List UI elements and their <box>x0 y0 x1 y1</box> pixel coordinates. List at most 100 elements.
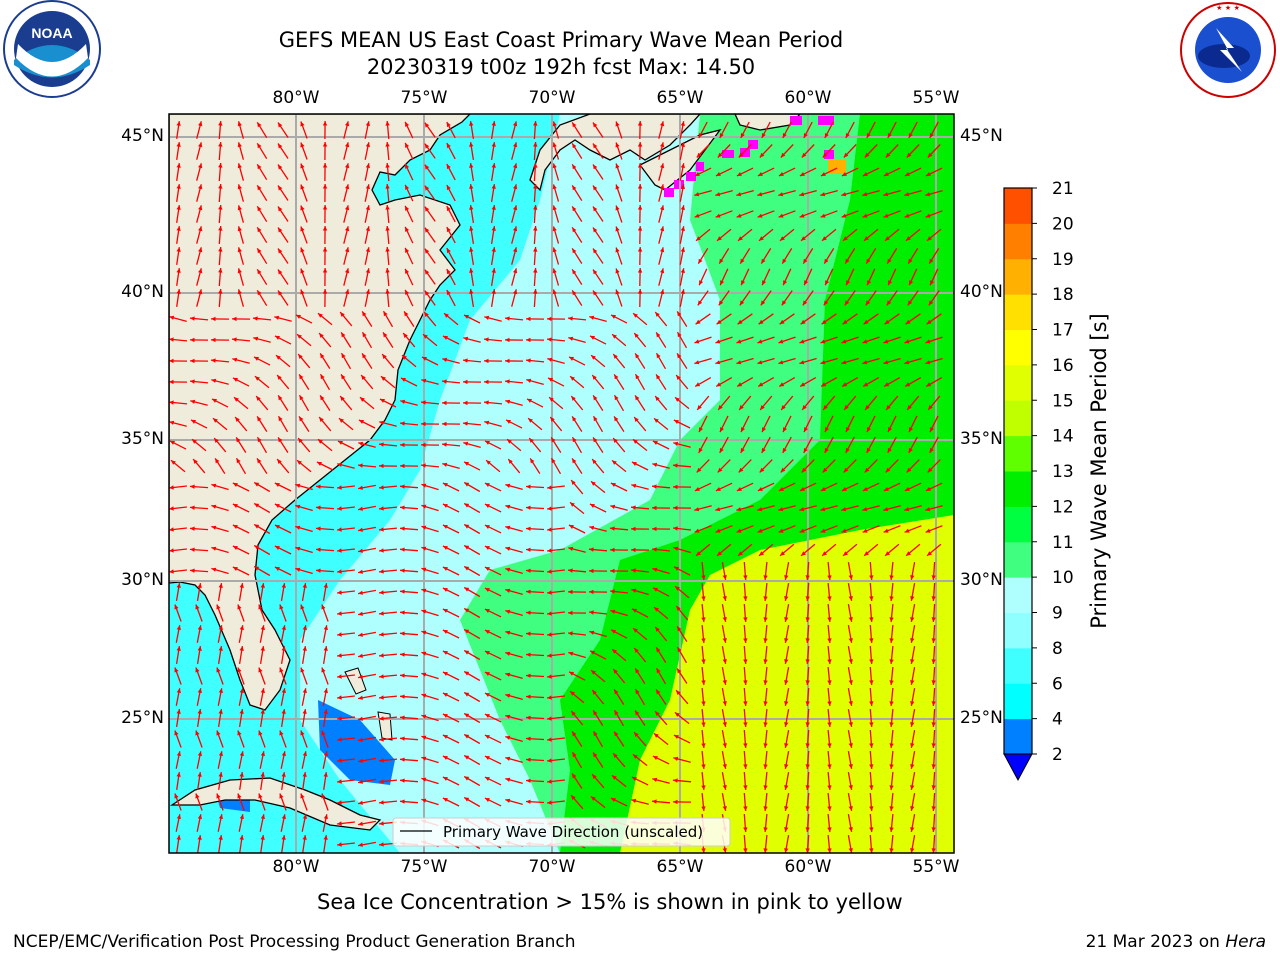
wave-vector-head <box>446 164 451 170</box>
wave-vector-head <box>533 268 538 273</box>
wave-vector-head <box>864 467 870 473</box>
wave-vector-head <box>910 743 915 748</box>
wave-vector-head <box>491 247 496 252</box>
wave-vector-head <box>360 397 365 402</box>
wave-vector-head <box>568 631 573 636</box>
wave-vector-head <box>379 695 384 700</box>
wave-vector-head <box>526 484 531 489</box>
wave-vector-head <box>743 743 748 748</box>
wave-vector-head <box>910 617 915 622</box>
wave-vector-head <box>232 316 237 322</box>
wave-vector-head <box>491 268 496 273</box>
wave-vector-head <box>757 528 763 533</box>
wave-vector-head <box>424 312 429 317</box>
wave-vector-head <box>340 396 345 401</box>
wave-vector-head <box>673 441 679 446</box>
wave-vector-head <box>446 290 451 296</box>
wave-vector-head <box>513 142 518 148</box>
wave-vector-head <box>362 332 367 338</box>
wave-vector-head <box>803 133 808 138</box>
wave-vector-head <box>323 709 328 714</box>
wave-vector-head <box>300 268 305 274</box>
wave-vector-head <box>656 647 661 653</box>
wave-vector-head <box>400 757 405 762</box>
wave-vector-head <box>358 632 363 637</box>
wave-vector-head <box>443 336 448 340</box>
wave-vector-head <box>615 163 620 169</box>
wave-vector-head <box>927 152 933 158</box>
wave-vector-head <box>358 779 363 784</box>
wave-vector-head <box>611 775 617 780</box>
wave-vector-head <box>905 382 911 387</box>
wave-vector-head <box>277 375 282 380</box>
wave-vector-head <box>673 420 679 424</box>
wave-vector-head <box>279 793 284 799</box>
wave-vector-head <box>801 467 807 473</box>
wave-vector-head <box>379 779 384 784</box>
wave-vector-head <box>197 709 202 714</box>
wave-vector-head <box>722 575 727 580</box>
wave-vector-head <box>218 688 223 693</box>
wave-vector-head <box>513 205 518 211</box>
wave-vector-head <box>652 441 658 445</box>
wave-vector-head <box>635 353 640 359</box>
wave-vector-head <box>233 377 238 382</box>
wave-vector-head <box>822 551 827 556</box>
wave-vector-head <box>592 459 597 464</box>
wave-vector-head <box>403 333 408 338</box>
wave-vector-head <box>469 121 474 126</box>
wave-vector-head <box>379 548 384 553</box>
wave-vector-head <box>239 625 244 630</box>
wave-vector-head <box>827 743 832 748</box>
wave-vector-head <box>190 547 195 552</box>
wave-vector-head <box>931 596 936 601</box>
wave-vector-head <box>358 674 363 679</box>
wave-vector-head <box>631 505 636 510</box>
wave-vector-head <box>218 163 223 168</box>
wave-vector-head <box>526 378 532 383</box>
wave-vector-head <box>673 463 678 468</box>
wave-vector-head <box>805 806 810 811</box>
wave-vector-head <box>614 731 619 737</box>
wave-vector-head <box>910 701 915 706</box>
wave-vector-head <box>696 467 702 473</box>
wave-vector-head <box>593 227 598 233</box>
wave-vector-head <box>701 701 706 706</box>
wave-vector-head <box>400 526 405 531</box>
wave-vector-head <box>910 680 915 685</box>
wave-vector-head <box>255 376 260 381</box>
colorbar-label: Primary Wave Mean Period [s] <box>1087 313 1111 629</box>
wave-vector-head <box>276 355 281 360</box>
wave-vector-head <box>848 575 853 580</box>
wave-vector-head <box>763 596 768 601</box>
wave-vector-head <box>740 447 745 453</box>
wave-vector-head <box>338 441 343 445</box>
wave-vector-head <box>722 596 727 601</box>
wave-vector-head <box>463 379 468 385</box>
wave-vector-head <box>190 505 195 510</box>
wave-vector-head <box>740 133 745 138</box>
wave-vector-head <box>424 269 430 275</box>
wave-vector-head <box>889 596 894 601</box>
wave-vector-head <box>715 192 721 197</box>
wave-vector-head <box>526 757 531 762</box>
wave-vector-head <box>805 743 810 748</box>
wave-vector-head <box>572 143 577 149</box>
wave-vector-head <box>866 133 871 138</box>
wave-vector-head <box>302 709 307 714</box>
wave-vector-head <box>631 483 637 488</box>
wave-vector-head <box>718 300 724 306</box>
wave-vector-head <box>464 524 470 529</box>
wave-vector-head <box>316 526 321 531</box>
wave-vector-head <box>190 358 195 364</box>
wave-vector-head <box>218 268 223 273</box>
wave-vector-head <box>379 527 384 532</box>
wave-vector-head <box>614 416 619 422</box>
wave-vector-head <box>589 630 595 635</box>
wave-vector-head <box>424 122 430 128</box>
wave-vector-head <box>631 526 636 532</box>
wave-vector-head <box>719 258 724 264</box>
wave-vector-head <box>763 764 768 769</box>
wave-vector-head <box>931 638 936 643</box>
wave-vector-head <box>652 462 658 467</box>
